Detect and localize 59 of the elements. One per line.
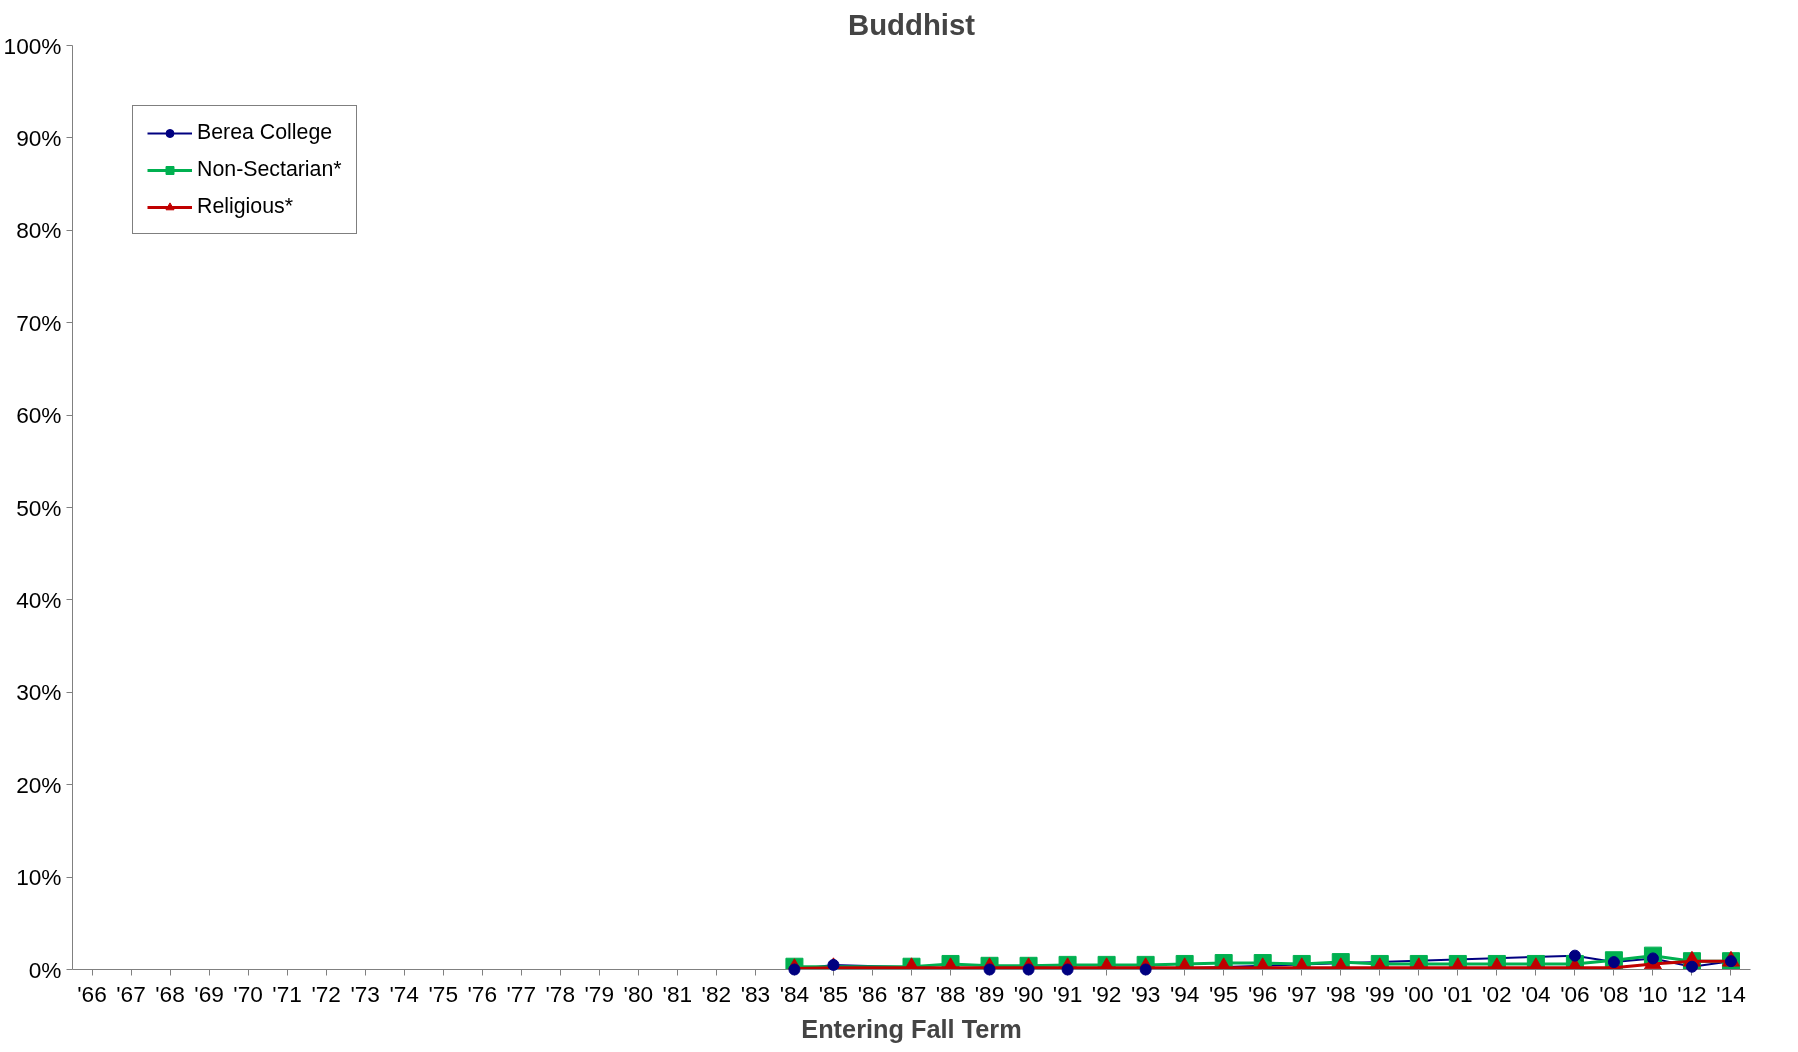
x-tick-label: '87 [896, 980, 927, 1007]
x-tick-label: '97 [1286, 980, 1317, 1007]
x-tick-label: '90 [1013, 980, 1044, 1007]
x-tick-label: '79 [584, 980, 615, 1007]
y-tick-label: 100% [3, 32, 62, 59]
x-tick-label: '10 [1638, 980, 1668, 1007]
x-tick-label: '68 [155, 980, 185, 1007]
x-tick-label: '14 [1716, 980, 1746, 1007]
y-tick-label: 10% [16, 864, 62, 891]
x-tick-label: '86 [857, 980, 888, 1007]
x-tick-label: '02 [1482, 980, 1512, 1007]
x-tick-label: '91 [1052, 980, 1083, 1007]
x-tick-label: '00 [1404, 980, 1434, 1007]
x-tick-label: '92 [1091, 980, 1122, 1007]
y-tick-label: 90% [16, 124, 62, 151]
x-tick-label: '74 [389, 980, 419, 1007]
x-tick-label: '01 [1443, 980, 1473, 1007]
x-tick-label: '81 [662, 980, 693, 1007]
x-tick-label: '77 [506, 980, 537, 1007]
x-tick-label: '83 [740, 980, 771, 1007]
x-tick-label: '73 [350, 980, 380, 1007]
legend-label: Religious* [197, 194, 294, 219]
x-tick-label: '88 [935, 980, 966, 1007]
x-axis-title: Entering Fall Term [801, 1014, 1022, 1043]
x-tick-label: '08 [1599, 980, 1629, 1007]
y-tick-label: 40% [16, 586, 62, 613]
y-tick-label: 50% [16, 494, 62, 521]
x-tick-label: '80 [623, 980, 654, 1007]
x-tick-label: '75 [428, 980, 458, 1007]
x-tick-label: '94 [1169, 980, 1200, 1007]
x-tick-label: '82 [701, 980, 732, 1007]
x-tick-label: '66 [77, 980, 107, 1007]
x-tick-label: '72 [311, 980, 341, 1007]
x-tick-label: '85 [818, 980, 849, 1007]
x-tick-label: '89 [974, 980, 1005, 1007]
y-tick-label: 30% [16, 679, 62, 706]
x-tick-label: '78 [545, 980, 576, 1007]
x-tick-label: '95 [1208, 980, 1239, 1007]
x-tick-label: '06 [1560, 980, 1590, 1007]
y-tick-label: 70% [16, 309, 62, 336]
y-tick-label: 80% [16, 217, 62, 244]
y-tick-label: 60% [16, 402, 62, 429]
chart-title: Buddhist [847, 7, 976, 41]
x-tick-label: '12 [1677, 980, 1707, 1007]
y-tick-label: 20% [16, 771, 62, 798]
x-tick-label: '98 [1325, 980, 1356, 1007]
y-tick-label: 0% [28, 956, 62, 983]
x-tick-label: '70 [233, 980, 263, 1007]
x-tick-label: '96 [1247, 980, 1278, 1007]
x-tick-label: '84 [779, 980, 810, 1007]
legend-label: Berea College [197, 120, 333, 145]
x-tick-label: '93 [1130, 980, 1161, 1007]
x-tick-label: '69 [194, 980, 224, 1007]
x-tick-label: '76 [467, 980, 498, 1007]
legend-label: Non-Sectarian* [197, 157, 342, 182]
x-tick-label: '04 [1521, 980, 1551, 1007]
x-tick-label: '67 [116, 980, 146, 1007]
x-tick-label: '71 [272, 980, 302, 1007]
x-tick-label: '99 [1365, 980, 1395, 1007]
